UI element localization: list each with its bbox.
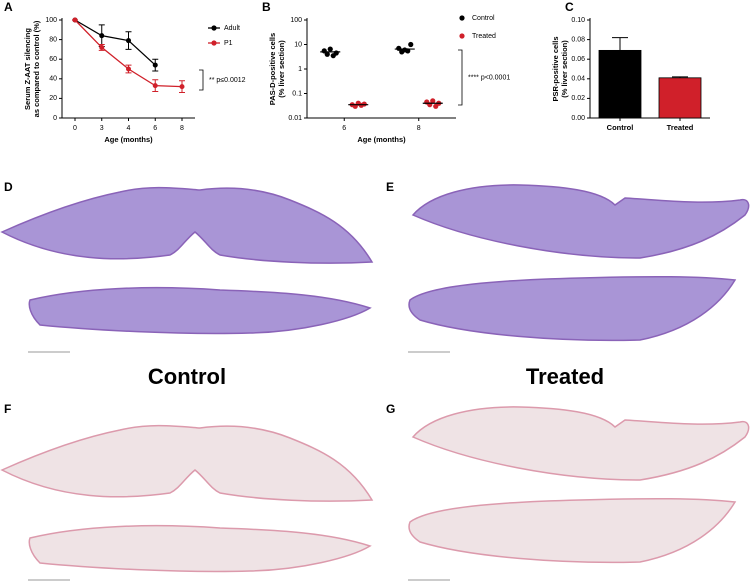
- y-axis-label: (% liver section): [277, 40, 286, 98]
- panel-label: G: [386, 402, 395, 416]
- y-tick-label: 100: [45, 17, 57, 24]
- bar: [658, 77, 702, 119]
- y-axis-label: (% liver section): [560, 40, 569, 98]
- data-point: [333, 50, 339, 56]
- y-tick-label: 0.02: [571, 95, 585, 102]
- data-point: [126, 38, 131, 44]
- significance-bracket: [458, 49, 463, 106]
- x-tick-label: 0: [73, 125, 77, 132]
- panel-label: B: [262, 0, 271, 14]
- annotation: **** p<0.0001: [468, 74, 510, 81]
- legend-marker: [211, 40, 217, 46]
- y-tick-label: 60: [49, 56, 57, 63]
- y-axis-label: Serum Z-AAT silencing: [23, 28, 32, 110]
- x-tick-label: 8: [180, 125, 184, 132]
- group-label: Control: [148, 364, 226, 389]
- legend-marker: [211, 25, 217, 31]
- legend-label: Treated: [472, 33, 496, 40]
- y-tick-label: 40: [49, 76, 57, 83]
- y-axis-label: as compared to control (%): [32, 20, 41, 117]
- data-point: [152, 62, 158, 68]
- legend-marker: [459, 33, 465, 39]
- series-line: [74, 19, 156, 66]
- y-tick-label: 80: [49, 36, 57, 43]
- legend-label: P1: [224, 40, 233, 47]
- y-tick-label: 0.00: [571, 115, 585, 122]
- panel-label: C: [565, 0, 574, 14]
- data-point: [72, 17, 78, 23]
- y-tick-label: 0: [53, 115, 57, 122]
- legend-label: Control: [472, 15, 495, 22]
- y-tick-label: 1: [298, 66, 302, 73]
- panel-label: A: [4, 0, 13, 14]
- panel-label: F: [4, 402, 11, 416]
- error-bar: [672, 76, 688, 78]
- y-tick-label: 0.01: [288, 115, 302, 122]
- data-point: [99, 44, 105, 50]
- x-tick-label: 3: [100, 125, 104, 132]
- y-tick-label: 0.06: [571, 56, 585, 63]
- y-tick-label: 0.08: [571, 36, 585, 43]
- y-axis-label: PSR-positive cells: [551, 36, 560, 101]
- panel-label: E: [386, 180, 394, 194]
- y-tick-label: 0.1: [292, 90, 302, 97]
- data-point: [327, 46, 333, 52]
- data-point: [99, 33, 105, 39]
- x-tick-label: Control: [607, 123, 634, 132]
- bar: [598, 49, 642, 119]
- y-tick-label: 10: [294, 41, 302, 48]
- x-axis-label: Age (months): [357, 135, 406, 144]
- legend-marker: [459, 15, 465, 21]
- y-tick-label: 0.10: [571, 17, 585, 24]
- x-tick-label: 8: [417, 125, 421, 132]
- panel-label: D: [4, 180, 13, 194]
- data-point: [179, 84, 185, 90]
- y-axis-label: PAS-D-positive cells: [268, 33, 277, 105]
- data-point: [152, 83, 158, 89]
- x-tick-label: 6: [153, 125, 157, 132]
- x-tick-label: Treated: [667, 123, 694, 132]
- y-tick-label: 100: [290, 17, 302, 24]
- annotation: ** p≤0.0012: [209, 77, 246, 84]
- y-tick-label: 20: [49, 95, 57, 102]
- histology-control-pas: [0, 186, 374, 353]
- histology-control-psr: [0, 424, 374, 581]
- data-point: [430, 98, 436, 104]
- histology-treated-pas: [408, 184, 750, 353]
- significance-bracket: [199, 69, 204, 91]
- data-point: [324, 51, 330, 57]
- data-point: [126, 66, 131, 72]
- group-label: Treated: [526, 364, 604, 389]
- x-tick-label: 6: [342, 125, 346, 132]
- histology-treated-psr: [408, 406, 750, 581]
- legend-label: Adult: [224, 25, 240, 32]
- x-axis-label: Age (months): [104, 135, 153, 144]
- error-bar: [612, 37, 628, 51]
- data-point: [408, 41, 414, 48]
- x-tick-label: 4: [127, 125, 131, 132]
- y-tick-label: 0.04: [571, 76, 585, 83]
